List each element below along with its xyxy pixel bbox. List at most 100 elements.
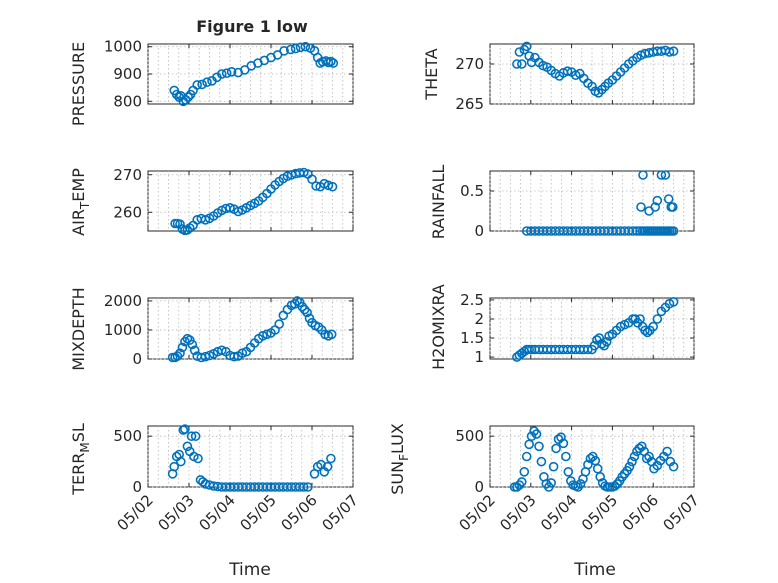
data-point xyxy=(583,459,593,470)
data-point xyxy=(558,438,569,449)
data-point xyxy=(172,351,183,361)
data-point xyxy=(307,174,317,184)
data-point xyxy=(177,342,188,353)
data-point xyxy=(609,481,620,491)
ylabel-pressure: PRESSURE xyxy=(69,42,88,126)
data-point xyxy=(217,69,227,79)
data-point xyxy=(521,451,532,462)
plot-area xyxy=(489,170,695,232)
figure-title: Figure 1 low xyxy=(196,17,308,36)
data-point xyxy=(180,95,191,105)
data-point xyxy=(563,466,574,477)
data-point xyxy=(595,471,606,482)
y-tick-label: 0 xyxy=(132,350,142,368)
y-tick-label: 0.5 xyxy=(460,182,484,200)
ylabel-mixdepth: MIXDEPTH xyxy=(69,287,88,370)
data-point xyxy=(326,453,336,464)
y-tick-label: 0 xyxy=(474,478,484,496)
subplot-air-temp: AIRTEMP 260 270 xyxy=(69,166,354,236)
data-point xyxy=(668,461,679,472)
data-point xyxy=(516,59,527,69)
data-point xyxy=(229,351,239,362)
data-point xyxy=(536,456,547,467)
data-point xyxy=(592,463,603,474)
data-point xyxy=(200,351,211,362)
data-point xyxy=(192,80,202,90)
data-point xyxy=(197,79,207,90)
data-point xyxy=(171,89,182,100)
data-point xyxy=(299,304,310,315)
y-tick-label: 2.5 xyxy=(460,291,484,309)
data-point xyxy=(546,478,557,488)
data-point xyxy=(526,431,537,442)
data-point xyxy=(514,47,525,57)
data-point xyxy=(638,170,648,180)
data-point xyxy=(561,451,571,462)
data-point xyxy=(295,42,306,53)
data-point xyxy=(274,319,285,329)
data-point xyxy=(182,225,193,235)
data-point xyxy=(575,479,586,489)
data-point xyxy=(189,345,200,356)
data-point xyxy=(187,339,198,350)
data-point xyxy=(596,338,607,349)
y-tick-label: 500 xyxy=(113,427,142,445)
data-point xyxy=(668,226,679,236)
data-point xyxy=(298,482,309,492)
data-point xyxy=(650,202,661,212)
data-point xyxy=(326,329,337,340)
data-point xyxy=(237,348,248,359)
data-point xyxy=(300,41,311,52)
y-tick-label: 265 xyxy=(455,95,484,113)
xlabel-time-right: Time xyxy=(573,560,616,580)
data-point xyxy=(190,431,201,442)
data-point xyxy=(556,432,566,443)
data-point xyxy=(279,45,289,56)
data-point xyxy=(323,180,334,191)
y-tick-label: 500 xyxy=(455,427,484,445)
data-point xyxy=(652,314,663,324)
data-point xyxy=(662,446,672,457)
y-tick-label: 260 xyxy=(113,203,142,221)
data-point xyxy=(282,171,293,181)
data-point xyxy=(225,203,235,213)
data-point xyxy=(640,325,650,336)
data-point xyxy=(298,167,309,178)
data-point xyxy=(302,307,312,318)
y-tick-label: 0 xyxy=(474,222,484,240)
y-tick-label: 1 xyxy=(474,348,484,366)
y-tick-label: 270 xyxy=(113,166,142,184)
y-tick-label: 800 xyxy=(113,92,142,110)
data-point xyxy=(519,466,530,477)
data-point xyxy=(521,41,532,52)
y-tick-label: 2 xyxy=(474,310,484,328)
data-point xyxy=(624,461,635,472)
y-tick-label: 1000 xyxy=(104,321,142,339)
subplot-pressure: PRESSURE 800 900 1000 xyxy=(69,38,354,126)
data-point xyxy=(668,46,679,57)
y-tick-label: 1.5 xyxy=(460,329,484,347)
data-point xyxy=(175,219,185,229)
data-point xyxy=(531,429,542,439)
data-point xyxy=(180,424,190,434)
data-point xyxy=(512,482,522,492)
xlabel-time-left: Time xyxy=(228,560,271,580)
data-point xyxy=(601,336,612,347)
y-tick-label: 900 xyxy=(113,65,142,83)
data-point xyxy=(656,170,667,180)
ylabel-sun-flux: SUNFLUX xyxy=(388,423,411,495)
data-point xyxy=(562,66,573,76)
data-point xyxy=(226,67,237,77)
data-point xyxy=(186,431,197,442)
y-tick-label: 0 xyxy=(132,478,142,496)
data-point xyxy=(169,461,179,472)
data-point xyxy=(193,453,203,464)
data-point xyxy=(328,58,339,68)
data-point xyxy=(175,348,185,359)
data-point xyxy=(516,477,527,487)
data-point xyxy=(176,456,186,467)
data-point xyxy=(648,321,659,332)
data-point xyxy=(272,50,283,60)
data-point xyxy=(290,43,301,54)
